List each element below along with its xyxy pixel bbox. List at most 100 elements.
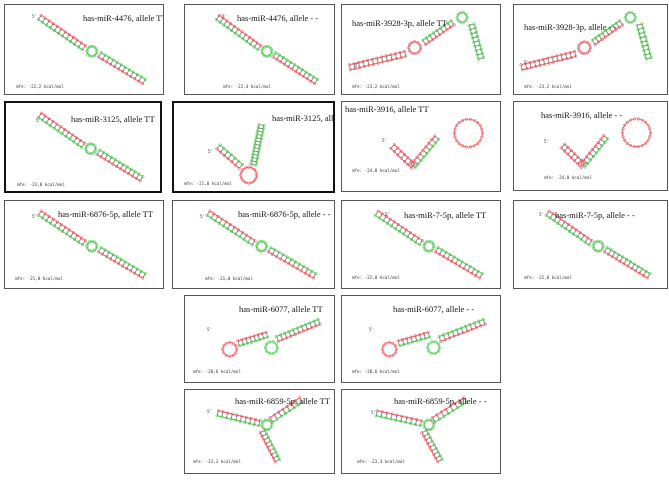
mfe-label: mfe: -21,0 kcal/mol: [184, 181, 232, 186]
five-prime-label: 5': [371, 410, 377, 415]
rna-secondary-structure: [215, 122, 266, 185]
panel-mir-4476-del: has-miR-4476, allele - - 5' mfe: -22,4 k…: [184, 4, 335, 95]
mfe-label: mfe: -23,3 kcal/mol: [357, 459, 405, 464]
panel-title: has-miR-3125, allele TT: [71, 114, 155, 124]
panel-mir-3125-del: has-miR-3125, allele - - 5' mfe: -21,0 k…: [172, 101, 335, 193]
helix-stem: [236, 330, 270, 348]
hairpin-loop: [422, 418, 436, 432]
panel-title: has-miR-4476, allele TT: [83, 13, 164, 23]
mfe-label: mfe: -20,6 kcal/mol: [352, 369, 400, 374]
helix-stem: [96, 245, 147, 280]
mfe-label: mfe: -22,4 kcal/mol: [223, 84, 271, 89]
rna-secondary-structure: [347, 11, 486, 72]
helix-stem: [519, 49, 578, 72]
helix-stem: [347, 49, 408, 72]
rna-secondary-structure: [380, 317, 487, 358]
helix-stem: [214, 13, 263, 52]
panel-title: has-miR-3125, allele - -: [272, 113, 334, 123]
rna-secondary-structure: [36, 209, 147, 280]
helix-stem: [420, 428, 444, 464]
panel-mir-3928-3p-tt: has-miR-3928-3p, allele TT 5' mfe: -23,2…: [341, 4, 501, 95]
hairpin-loop: [85, 239, 99, 253]
helix-stem: [268, 396, 305, 424]
hairpin-loop: [452, 117, 484, 149]
mfe-label: mfe: -21,0 kcal/mol: [15, 276, 63, 281]
rna-secondary-structure: [215, 396, 305, 464]
mfe-label: mfe: -20,6 kcal/mol: [193, 369, 241, 374]
five-prime-label: 5': [539, 212, 545, 217]
helix-stem: [430, 396, 469, 424]
helix-stem: [36, 13, 88, 52]
panel-title: has-miR-3928-3p, allele TT: [352, 18, 447, 28]
hairpin-loop: [426, 340, 442, 355]
helix-stem: [95, 148, 145, 183]
panel-title: has-miR-6859-5p, allele TT: [235, 396, 330, 406]
hairpin-loop: [455, 11, 469, 24]
helix-stem: [205, 209, 257, 247]
mfe-label: mfe: -23,2 kcal/mol: [352, 84, 400, 89]
hairpin-loop: [380, 340, 398, 358]
hairpin-loop: [260, 418, 274, 432]
panel-mir-3125-tt: has-miR-3125, allele TT 5' mfe: -23,0 kc…: [4, 101, 162, 193]
five-prime-label: 5': [385, 212, 391, 217]
rna-secondary-structure: [214, 13, 320, 86]
hairpin-loop: [239, 165, 259, 185]
hairpin-loop: [221, 340, 239, 358]
mfe-label: mfe: -24,0 kcal/mol: [544, 175, 592, 180]
helix-stem: [467, 22, 486, 61]
helix-stem: [579, 134, 610, 169]
helix-stem: [389, 143, 417, 170]
helix-stem: [602, 245, 652, 280]
panel-title: has-miR-7-5p, allele - -: [555, 210, 635, 220]
five-prime-label: 5': [32, 14, 38, 19]
panel-title: has-miR-7-5p, allele TT: [404, 210, 487, 220]
rna-secondary-structure: [221, 317, 322, 358]
hairpin-loop: [84, 142, 98, 156]
five-prime-label: 5': [32, 214, 38, 219]
five-prime-label: 5': [207, 409, 213, 414]
mfe-label: mfe: -21,0 kcal/mol: [205, 276, 253, 281]
panel-mir-6077-tt: has-miR-6077, allele TT 5' mfe: -20,6 kc…: [184, 295, 335, 383]
panel-title: has-miR-6077, allele - -: [393, 304, 475, 314]
helix-stem: [421, 19, 456, 47]
hairpin-loop: [422, 239, 436, 253]
helix-stem: [215, 409, 262, 428]
five-prime-label: 5': [355, 63, 361, 68]
hairpin-loop: [623, 11, 637, 24]
hairpin-loop: [620, 117, 652, 149]
helix-stem: [258, 428, 282, 464]
panel-mir-4476-tt: has-miR-4476, allele TT 5' mfe: -22,2 kc…: [4, 4, 164, 95]
five-prime-label: 5': [207, 327, 213, 332]
hairpin-loop: [255, 239, 269, 253]
panel-mir-3916-tt: has-miR-3916, allele TT 5' mfe: -24,0 kc…: [341, 101, 501, 192]
panel-mir-3928-3p-del: has-miR-3928-3p, allele - - 5' mfe: -23,…: [513, 4, 668, 95]
helix-stem: [635, 22, 653, 61]
helix-stem: [274, 317, 322, 343]
helix-stem: [437, 317, 487, 343]
helix-stem: [396, 330, 432, 348]
panel-mir-3916-del: has-miR-3916, allele - - 5' mfe: -24,0 k…: [513, 101, 668, 191]
hairpin-loop: [407, 40, 423, 56]
helix-stem: [409, 134, 441, 170]
helix-stem: [590, 19, 625, 47]
helix-stem: [215, 143, 245, 170]
panel-mir-6859-5p-del: has-miR-6859-5p, allele - - 5' mfe: -23,…: [341, 389, 501, 474]
mfe-label: mfe: -23,3 kcal/mol: [193, 459, 241, 464]
mfe-label: mfe: -22,0 kcal/mol: [524, 275, 572, 280]
mfe-label: mfe: -23,2 kcal/mol: [524, 84, 572, 89]
mfe-label: mfe: -23,0 kcal/mol: [17, 182, 65, 187]
panel-title: has-miR-6876-5p, allele - -: [238, 209, 331, 219]
panel-title: has-miR-3916, allele - -: [541, 110, 623, 120]
mfe-label: mfe: -22,0 kcal/mol: [352, 275, 400, 280]
helix-stem: [374, 409, 424, 428]
helix-stem: [249, 122, 266, 167]
rna-secondary-structure: [36, 13, 147, 86]
hairpin-loop: [85, 44, 99, 58]
five-prime-label: 5': [524, 60, 530, 65]
hairpin-loop: [591, 239, 605, 253]
panel-mir-6876-5p-del: has-miR-6876-5p, allele - - 5' mfe: -21,…: [172, 200, 335, 289]
panel-title: has-miR-6077, allele TT: [239, 304, 323, 314]
rna-secondary-structure: [373, 209, 484, 280]
helix-stem: [559, 142, 587, 169]
panel-mir-7-5p-del: has-miR-7-5p, allele - - 5' mfe: -22,0 k…: [513, 200, 668, 289]
